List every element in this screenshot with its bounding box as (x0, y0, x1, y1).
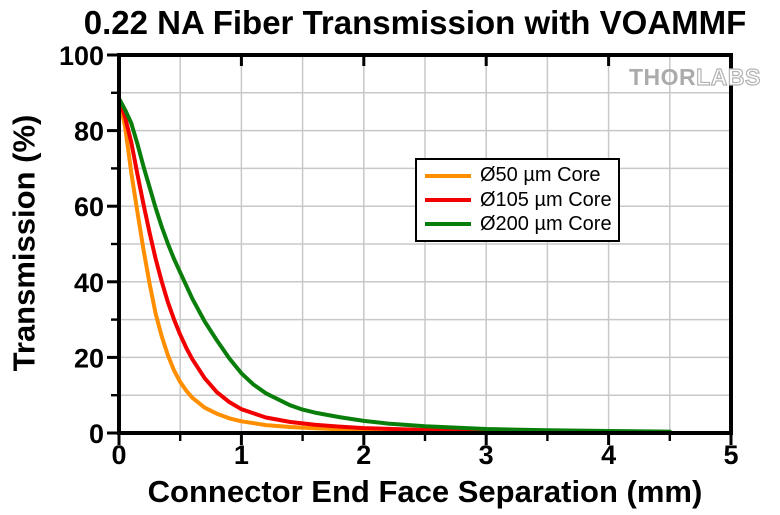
x-tick-label: 3 (479, 440, 494, 470)
thorlabs-logo-thor-text: THOR (629, 64, 697, 90)
legend-label: Ø50 µm Core (480, 164, 601, 187)
thorlabs-watermark: THORLABS (629, 63, 761, 91)
x-tick-label: 2 (356, 440, 371, 470)
y-tick-label: 60 (74, 192, 104, 222)
x-tick-label: 0 (111, 440, 126, 470)
legend-label: Ø200 µm Core (480, 212, 612, 235)
legend-item: Ø200 µm Core (425, 213, 612, 236)
thorlabs-logo-labs-text: LABS (696, 63, 761, 90)
legend-line-swatch-orange (425, 173, 471, 178)
legend-line-swatch-green (425, 222, 471, 227)
legend-label: Ø105 µm Core (480, 188, 612, 211)
y-tick-label: 40 (74, 268, 104, 298)
y-tick-label: 20 (74, 343, 104, 373)
x-tick-label: 4 (601, 440, 616, 470)
y-tick-label: 100 (59, 41, 104, 71)
x-axis-title: Connector End Face Separation (mm) (147, 474, 703, 509)
series-curve-2 (117, 96, 672, 435)
y-tick-label: 0 (89, 419, 104, 449)
series-curve-3 (117, 96, 672, 434)
chart-title: 0.22 NA Fiber Transmission with VOAMMF (83, 4, 747, 41)
x-tick-label: 1 (234, 440, 249, 470)
legend-line-swatch-red (425, 198, 471, 202)
y-tick-label: 80 (74, 117, 104, 147)
x-tick-label: 5 (723, 440, 738, 470)
legend-item: Ø50 µm Core (425, 164, 612, 187)
y-axis-title-container: Transmission (%) (0, 53, 48, 433)
legend-item: Ø105 µm Core (425, 189, 612, 212)
axes-frame (117, 53, 733, 435)
y-axis-title: Transmission (%) (6, 114, 41, 372)
legend: Ø50 µm Core Ø105 µm Core Ø200 µm Core (415, 158, 620, 242)
series-curve-1 (117, 96, 672, 435)
